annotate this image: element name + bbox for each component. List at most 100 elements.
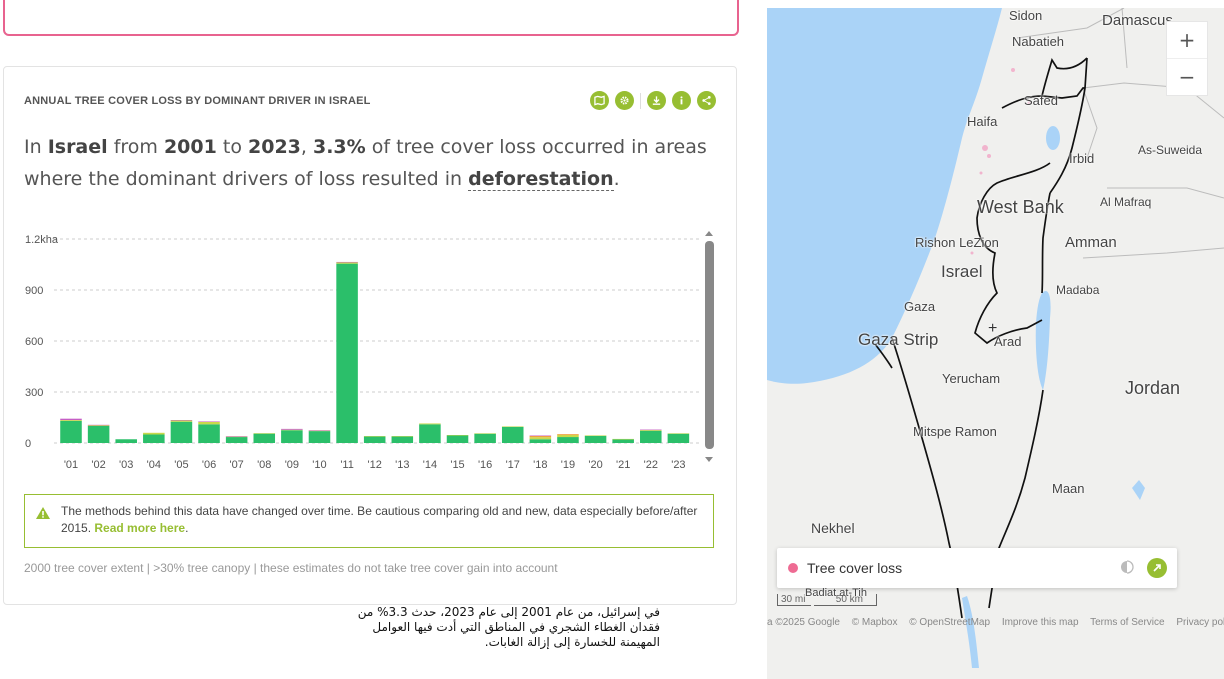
- scale-km: 50 km: [813, 594, 877, 606]
- zoom-in-button[interactable]: +: [1178, 28, 1196, 52]
- widget-toolbar: [584, 91, 716, 110]
- chart-bar-segment[interactable]: [143, 434, 165, 444]
- chart-bar-segment[interactable]: [529, 435, 552, 437]
- attrib-improve[interactable]: Improve this map: [1001, 617, 1079, 628]
- chart-bar-segment[interactable]: [308, 431, 331, 443]
- chart-bar-segment[interactable]: [253, 433, 276, 434]
- x-tick-label: '16: [478, 459, 492, 471]
- chart-bar-segment[interactable]: [60, 418, 82, 421]
- map-label-damascus: Damascus: [1102, 12, 1173, 29]
- y-tick-label: 1.2kha: [25, 234, 59, 246]
- chart-bar-segment[interactable]: [667, 433, 690, 434]
- chart-bar-segment[interactable]: [170, 420, 193, 422]
- info-icon[interactable]: [672, 91, 691, 110]
- chart-bar-segment[interactable]: [557, 435, 579, 438]
- share-icon[interactable]: [697, 91, 716, 110]
- chart-bar-segment[interactable]: [281, 430, 303, 443]
- map-label-nekhel: Nekhel: [811, 520, 855, 536]
- chart-bar-segment[interactable]: [87, 424, 110, 426]
- chart-bar-segment[interactable]: [336, 262, 358, 264]
- chart-bar-segment[interactable]: [667, 433, 690, 443]
- chart-bar-segment[interactable]: [612, 438, 634, 440]
- attrib-mapbox[interactable]: © Mapbox: [851, 617, 898, 628]
- chart-bar-segment[interactable]: [170, 421, 193, 443]
- chart-bar-segment[interactable]: [115, 439, 137, 443]
- chart-bar-segment[interactable]: [87, 425, 110, 426]
- chart-bar-segment[interactable]: [336, 261, 358, 263]
- chart-bar-segment[interactable]: [446, 435, 469, 443]
- chart-bar-segment[interactable]: [225, 437, 248, 443]
- chart-bar-segment[interactable]: [253, 433, 276, 443]
- chart-bar-segment[interactable]: [391, 436, 414, 437]
- chart-bar-segment[interactable]: [529, 439, 552, 443]
- legend-layer-label: Tree cover loss: [807, 560, 903, 576]
- chart-bar-segment[interactable]: [281, 428, 303, 430]
- methods-notice: The methods behind this data have change…: [24, 494, 714, 548]
- attrib-privacy[interactable]: Privacy poli: [1176, 617, 1224, 628]
- chart-bar-segment[interactable]: [308, 430, 331, 432]
- chart-bar-segment[interactable]: [640, 429, 662, 431]
- chart-bar-segment[interactable]: [336, 263, 358, 443]
- chart-bar-segment[interactable]: [60, 420, 82, 443]
- chart-scrollbar-thumb[interactable]: [705, 241, 714, 449]
- map-panel[interactable]: Sidon Damascus Nabatieh Safed Haifa Irbi…: [767, 8, 1224, 679]
- chart-bar-segment[interactable]: [474, 433, 496, 434]
- widget-footnote: 2000 tree cover extent | >30% tree canop…: [24, 561, 558, 575]
- chart-bar-segment[interactable]: [391, 436, 414, 443]
- chart-bar-segment[interactable]: [446, 435, 469, 436]
- chart-bar-segment[interactable]: [529, 435, 552, 438]
- layer-info-arrow-icon[interactable]: [1147, 558, 1167, 578]
- zoom-out-button[interactable]: −: [1167, 58, 1207, 95]
- chart-bar-segment[interactable]: [225, 436, 248, 437]
- chart-bar-segment[interactable]: [363, 436, 386, 443]
- map-label-sidon: Sidon: [1009, 8, 1043, 23]
- chart-bar-segment[interactable]: [363, 436, 386, 437]
- chart-bar-segment[interactable]: [170, 420, 193, 421]
- chart-bar-segment[interactable]: [87, 426, 110, 443]
- chart-bar-segment[interactable]: [640, 429, 662, 431]
- chart-bar-segment[interactable]: [198, 421, 220, 425]
- chart-bar-segment[interactable]: [529, 437, 552, 440]
- attrib-terms[interactable]: Terms of Service: [1090, 617, 1165, 628]
- chart-bar-segment[interactable]: [584, 435, 607, 436]
- loss-bar-chart: 0 300 600 900 1.2kha '01 '02 '03 '04 '05 '06 '07 '08…: [25, 231, 714, 471]
- warning-icon: [36, 507, 50, 519]
- notice-text: The methods behind this data have change…: [61, 504, 698, 535]
- chart-bar-segment[interactable]: [474, 433, 496, 443]
- chart-bar-segment[interactable]: [60, 420, 82, 421]
- chart-bar-segment[interactable]: [281, 429, 303, 431]
- download-icon[interactable]: [647, 91, 666, 110]
- chart-bar-segment[interactable]: [308, 430, 331, 431]
- tree-cover-loss-widget: ANNUAL TREE COVER LOSS BY DOMINANT DRIVE…: [3, 66, 737, 605]
- chart-bar-segment[interactable]: [143, 432, 165, 435]
- settings-icon[interactable]: [615, 91, 634, 110]
- chart-bar-segment[interactable]: [584, 435, 607, 443]
- x-tick-label: '06: [202, 459, 216, 471]
- map-label-gaza-strip: Gaza Strip: [858, 330, 939, 349]
- chart-bar-segment[interactable]: [640, 430, 662, 443]
- chart-bar-segment[interactable]: [557, 434, 579, 436]
- map-label-yerucham: Yerucham: [942, 371, 1001, 386]
- chart-bar-segment[interactable]: [225, 436, 248, 438]
- chart-bar-segment[interactable]: [501, 426, 524, 427]
- toolbar-divider: [640, 92, 641, 109]
- widget-sentence: In Israel from 2001 to 2023, 3.3% of tre…: [24, 136, 707, 191]
- driver-selector[interactable]: deforestation: [468, 168, 614, 191]
- map-icon[interactable]: [590, 91, 609, 110]
- x-tick-label: '09: [285, 459, 299, 471]
- chart-bar-segment[interactable]: [612, 439, 634, 443]
- attrib-osm[interactable]: © OpenStreetMap: [909, 617, 991, 628]
- x-tick-label: '17: [506, 459, 520, 471]
- chart-bar-segment[interactable]: [557, 437, 579, 443]
- read-more-link[interactable]: Read more here: [94, 521, 186, 535]
- chart-bar-segment[interactable]: [419, 424, 441, 443]
- x-tick-label: '22: [644, 459, 658, 471]
- opacity-icon[interactable]: [1120, 560, 1134, 574]
- chart-bar-segment[interactable]: [501, 426, 524, 443]
- scroll-up-arrow-icon[interactable]: [705, 231, 713, 236]
- chart-bar-segment[interactable]: [198, 421, 220, 422]
- chart-bar-segment[interactable]: [419, 423, 441, 425]
- map-attribution: a ©2025 Google © Mapbox © OpenStreetMap …: [767, 617, 1224, 628]
- scroll-down-arrow-icon[interactable]: [705, 457, 713, 462]
- chart-bar-segment[interactable]: [198, 424, 220, 443]
